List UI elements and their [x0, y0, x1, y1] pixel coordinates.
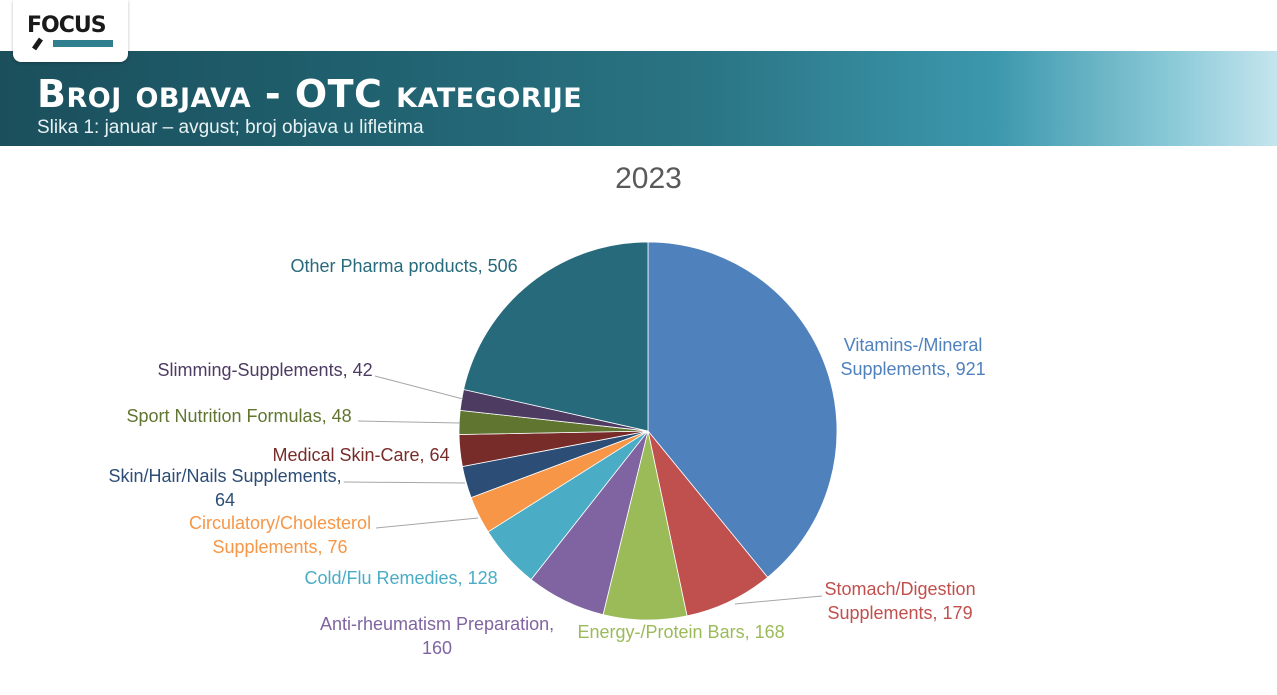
logo: FOCUS — [13, 0, 128, 62]
slice-label-8: Medical Skin-Care, 64 — [272, 445, 450, 465]
logo-text: FOCUS — [27, 13, 107, 38]
slice-label-7: Skin/Hair/Nails Supplements, 64 — [108, 466, 342, 510]
leader-line-2 — [734, 595, 823, 605]
slice-label-3: Energy-/Protein Bars, 168 — [577, 622, 785, 642]
logo-bar — [53, 40, 113, 47]
leader-line-7 — [343, 481, 466, 484]
slice-label-9: Sport Nutrition Formulas, 48 — [126, 406, 352, 426]
slice-label-2: Stomach/Digestion Supplements, 179 — [824, 579, 976, 623]
slice-label-11: Other Pharma products, 506 — [290, 256, 518, 276]
magnifier-icon — [32, 37, 43, 51]
chart-title: 2023 — [615, 162, 682, 195]
slice-label-6: Circulatory/Cholesterol Supplements, 76 — [189, 513, 372, 557]
slice-label-10: Slimming-Supplements, 42 — [157, 360, 373, 380]
slice-label-1: Vitamins-/Mineral Supplements, 921 — [840, 335, 986, 379]
page-subtitle: Slika 1: januar – avgust; broj objava u … — [37, 117, 424, 138]
leader-line-10 — [374, 375, 464, 400]
slice-label-4: Anti-rheumatism Preparation, 160 — [320, 614, 555, 658]
leader-line-6 — [375, 517, 479, 529]
leader-line-9 — [357, 420, 461, 424]
page-title: Broj objava - OTC kategorije — [37, 72, 583, 116]
slice-label-5: Cold/Flu Remedies, 128 — [304, 568, 498, 588]
pie-slice-11 — [463, 241, 649, 432]
header-band — [0, 51, 1277, 146]
pie-slice-1 — [647, 241, 838, 578]
